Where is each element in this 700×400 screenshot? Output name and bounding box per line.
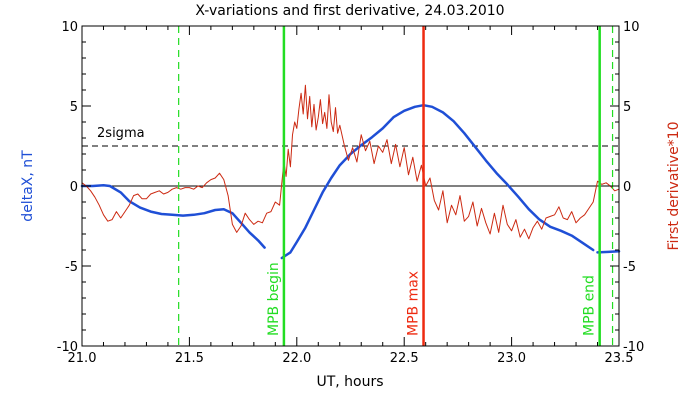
y-tick-label-left: -5 [65, 260, 78, 275]
threshold-label: 2sigma [97, 126, 145, 141]
y-axis-label-right: First derivative*10 [666, 121, 682, 250]
deltax-series-line [596, 250, 621, 254]
x-tick-label: 21.5 [175, 351, 204, 366]
y-tick-label-right: -5 [623, 260, 636, 275]
deltax-series-line [280, 103, 595, 260]
y-axis-label-left: deltaX, nT [20, 150, 36, 222]
y-tick-label-right: 0 [623, 180, 631, 195]
y-tick-label-left: -10 [57, 340, 78, 355]
y-tick-label-left: 10 [61, 20, 78, 35]
x-tick-label: 22.0 [282, 351, 311, 366]
y-tick-label-left: 0 [70, 180, 78, 195]
chart-title: X-variations and first derivative, 24.03… [195, 3, 504, 19]
marker-label: MPB end [582, 275, 598, 336]
y-tick-label-right: -10 [623, 340, 644, 355]
x-tick-label: 23.5 [605, 351, 634, 366]
derivative-series-line [81, 84, 620, 240]
x-tick-label: 21.0 [68, 351, 97, 366]
x-axis-label: UT, hours [316, 374, 383, 390]
marker-label: MPB begin [266, 262, 282, 336]
marker-label: MPB max [406, 271, 422, 336]
deltax-series-line [80, 183, 266, 249]
y-tick-label-right: 5 [623, 100, 631, 115]
x-tick-label: 23.0 [497, 351, 526, 366]
y-tick-label-left: 5 [70, 100, 78, 115]
x-tick-label: 22.5 [390, 351, 419, 366]
y-tick-label-right: 10 [623, 20, 640, 35]
